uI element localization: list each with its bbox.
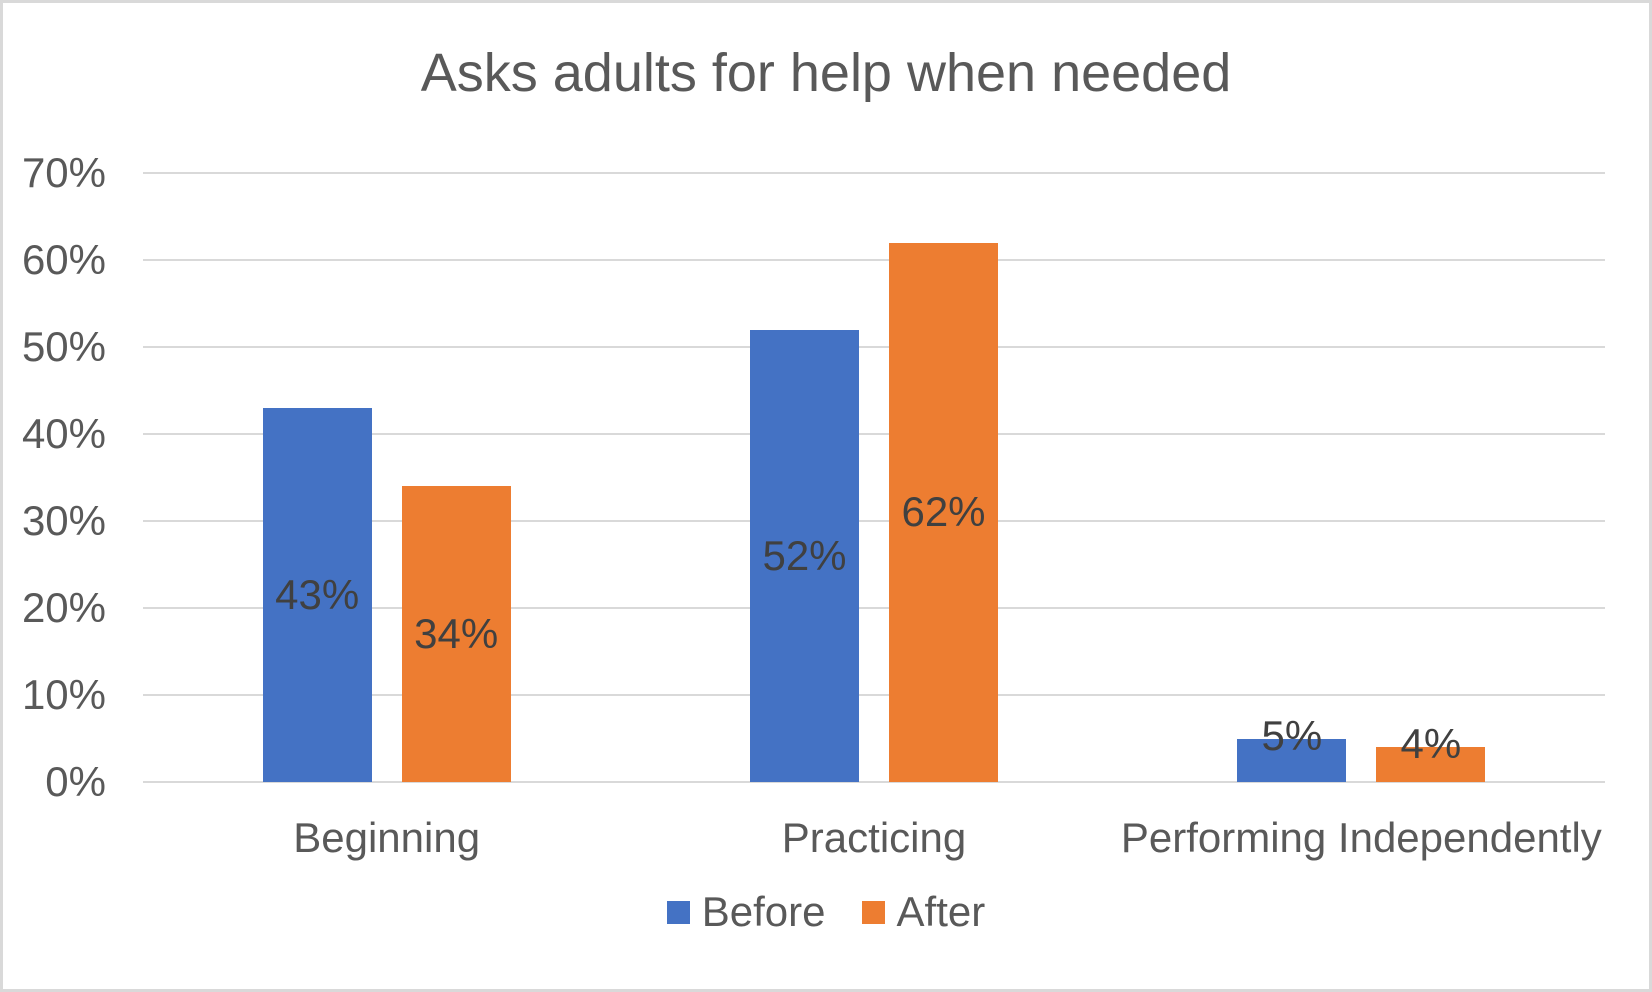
chart-title: Asks adults for help when needed xyxy=(420,43,1232,103)
y-axis-tick-label: 10% xyxy=(21,671,106,718)
x-axis-category-label-practicing: Practicing xyxy=(781,814,967,861)
y-axis-tick-label: 70% xyxy=(21,149,106,196)
bar-after-practicing xyxy=(889,242,998,782)
legend-label-after: After xyxy=(896,888,986,935)
bar-value-label-after-beginning: 34% xyxy=(414,610,499,658)
bar-value-label-after-performing-independently: 4% xyxy=(1400,720,1462,768)
gridline-10- xyxy=(143,694,1605,696)
gridline-70- xyxy=(143,172,1605,174)
bar-value-label-after-practicing: 62% xyxy=(901,488,986,536)
gridline-50- xyxy=(143,346,1605,348)
gridline-60- xyxy=(143,259,1605,261)
y-axis-tick-label: 20% xyxy=(21,584,106,631)
y-axis-tick-label: 0% xyxy=(45,758,106,805)
bar-value-label-before-performing-independently: 5% xyxy=(1261,711,1323,759)
x-axis-category-label-performing-independently: Performing Independently xyxy=(1120,814,1602,861)
bar-after-beginning xyxy=(401,486,511,782)
bar-before-beginning xyxy=(262,407,372,782)
y-axis-tick-label: 50% xyxy=(21,323,106,370)
legend-swatch-after xyxy=(861,900,885,924)
y-axis-tick-label: 40% xyxy=(21,410,106,457)
bar-after-performing-independently xyxy=(1376,747,1486,782)
legend-label-before: Before xyxy=(701,888,826,935)
legend-item-after: After xyxy=(861,887,986,937)
gridline-20- xyxy=(143,607,1605,609)
y-axis-tick-label: 60% xyxy=(21,236,106,283)
y-axis-tick-label: 30% xyxy=(21,497,106,544)
bar-value-label-before-practicing: 52% xyxy=(762,531,847,579)
gridline-0- xyxy=(143,781,1605,783)
legend: Before After xyxy=(3,887,1649,937)
x-axis-category-label-beginning: Beginning xyxy=(293,814,481,861)
bar-before-performing-independently xyxy=(1237,738,1347,782)
bar-value-label-before-beginning: 43% xyxy=(275,570,360,618)
bar-before-practicing xyxy=(750,329,859,782)
legend-item-before: Before xyxy=(666,887,826,937)
gridline-30- xyxy=(143,520,1605,522)
gridline-40- xyxy=(143,433,1605,435)
legend-swatch-before xyxy=(666,900,690,924)
